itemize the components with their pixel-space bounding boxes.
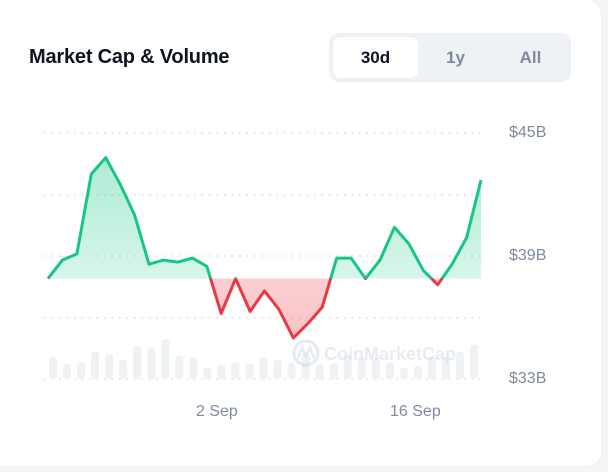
card-title: Market Cap & Volume xyxy=(29,46,230,68)
volume-bars xyxy=(49,339,478,379)
watermark-logo: CoinMarketCap xyxy=(292,339,456,367)
price-line-up xyxy=(46,156,483,279)
time-range-selector: 30d 1y All xyxy=(329,33,571,82)
watermark-text: CoinMarketCap xyxy=(324,344,456,364)
market-cap-chart[interactable]: CoinMarketCap xyxy=(0,0,601,466)
range-30d-button[interactable]: 30d xyxy=(333,37,418,78)
x-axis-label-2-sep: 2 Sep xyxy=(196,403,238,420)
y-axis-label-33b: $33B xyxy=(509,370,547,387)
market-cap-card: Market Cap & Volume 30d 1y All CoinMarke… xyxy=(0,0,601,466)
price-line-down xyxy=(47,278,444,340)
y-axis-label-45b: $45B xyxy=(509,124,547,141)
area-fill-up xyxy=(48,157,481,279)
x-axis-label-16-sep: 16 Sep xyxy=(390,403,441,420)
range-1y-button[interactable]: 1y xyxy=(446,48,465,67)
range-all-button[interactable]: All xyxy=(519,48,542,67)
y-axis-label-39b: $39B xyxy=(509,247,547,264)
